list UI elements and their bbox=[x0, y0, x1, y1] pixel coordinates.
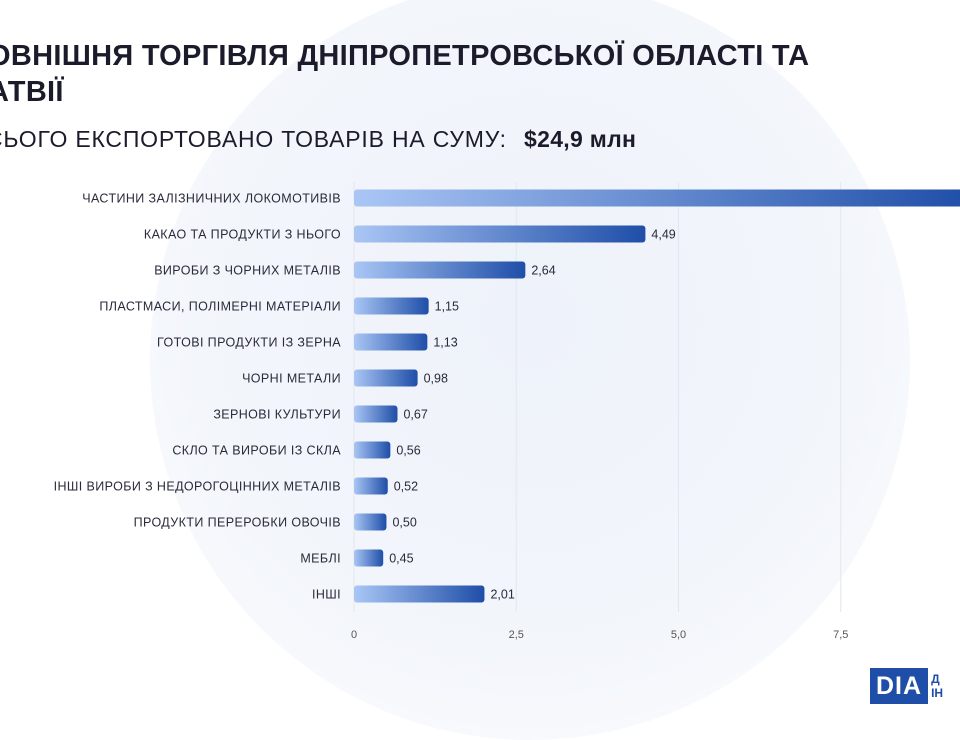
bar bbox=[354, 549, 384, 567]
value-label: 0,45 bbox=[389, 552, 413, 566]
bar bbox=[354, 441, 391, 459]
bar bbox=[354, 369, 418, 387]
category-label: ГОТОВІ ПРОДУКТИ ІЗ ЗЕРНА bbox=[157, 336, 341, 350]
category-label: МЕБЛІ bbox=[300, 552, 341, 566]
x-tick-label: 7,5 bbox=[833, 629, 848, 641]
category-label: ПЛАСТМАСИ, ПОЛІМЕРНІ МАТЕРІАЛИ bbox=[99, 300, 341, 314]
value-label: 2,64 bbox=[531, 264, 555, 278]
bar bbox=[354, 297, 429, 315]
bar bbox=[354, 333, 428, 351]
value-label: 2,01 bbox=[490, 588, 514, 602]
category-label: СКЛО ТА ВИРОБИ ІЗ СКЛА bbox=[172, 444, 341, 458]
background-circle bbox=[150, 0, 910, 740]
bar bbox=[354, 513, 387, 531]
labels: 0 2,5 5,0 7,5 ЧАСТИНИ ЗАЛІЗНИЧНИХ ЛОКОМОТИВІ… bbox=[54, 192, 849, 642]
category-label: ІНШІ bbox=[312, 588, 341, 602]
category-label: ІНШІ ВИРОБИ З НЕДОРОГОЦІННИХ МЕТАЛІВ bbox=[54, 480, 341, 494]
bar bbox=[354, 405, 398, 423]
category-label: ЧОРНІ МЕТАЛИ bbox=[242, 372, 341, 386]
bar bbox=[354, 225, 646, 243]
grid-lines bbox=[353, 182, 842, 612]
category-label: ЗЕРНОВІ КУЛЬТУРИ bbox=[213, 408, 341, 422]
category-label: ВИРОБИ З ЧОРНИХ МЕТАЛІВ bbox=[154, 264, 341, 278]
value-label: 0,98 bbox=[424, 372, 448, 386]
bar-chart: 0 2,5 5,0 7,5 ЧАСТИНИ ЗАЛІЗНИЧНИХ ЛОКОМОТИВІ… bbox=[54, 182, 960, 642]
x-tick-label: 5,0 bbox=[671, 629, 686, 641]
bar bbox=[354, 261, 526, 279]
dia-logo: DIA Д ІН bbox=[870, 666, 943, 706]
logo-side-text: Д ІН bbox=[931, 672, 944, 700]
bar bbox=[354, 189, 960, 207]
value-label: 0,56 bbox=[396, 444, 420, 458]
value-label: 1,13 bbox=[433, 336, 457, 350]
page-title: ОВНІШНЯ ТОРГІВЛЯ ДНІПРОПЕТРОВСЬКОЇ ОБЛАС… bbox=[0, 38, 960, 110]
category-label: ПРОДУКТИ ПЕРЕРОБКИ ОВОЧІВ bbox=[134, 516, 341, 530]
category-label: ЧАСТИНИ ЗАЛІЗНИЧНИХ ЛОКОМОТИВІВ bbox=[82, 192, 341, 206]
bar bbox=[354, 585, 485, 603]
value-label: 0,67 bbox=[403, 408, 427, 422]
value-label: 0,52 bbox=[394, 480, 418, 494]
x-tick-label: 0 bbox=[351, 629, 357, 641]
x-tick-label: 2,5 bbox=[509, 629, 524, 641]
bar bbox=[354, 477, 388, 495]
value-label: 1,15 bbox=[435, 300, 459, 314]
export-total: $24,9 млн bbox=[524, 126, 637, 152]
subtitle-label: СЬОГО ЕКСПОРТОВАНО ТОВАРІВ НА СУМУ: bbox=[0, 126, 507, 152]
logo-mark: DIA bbox=[870, 668, 929, 704]
subtitle: СЬОГО ЕКСПОРТОВАНО ТОВАРІВ НА СУМУ: $24,… bbox=[0, 126, 636, 153]
value-label: 4,49 bbox=[651, 228, 675, 242]
category-label: КАКАО ТА ПРОДУКТИ З НЬОГО bbox=[144, 228, 341, 242]
value-label: 0,50 bbox=[392, 516, 416, 530]
title-line-1: ОВНІШНЯ ТОРГІВЛЯ ДНІПРОПЕТРОВСЬКОЇ ОБЛАС… bbox=[0, 40, 810, 72]
bars bbox=[354, 189, 960, 603]
